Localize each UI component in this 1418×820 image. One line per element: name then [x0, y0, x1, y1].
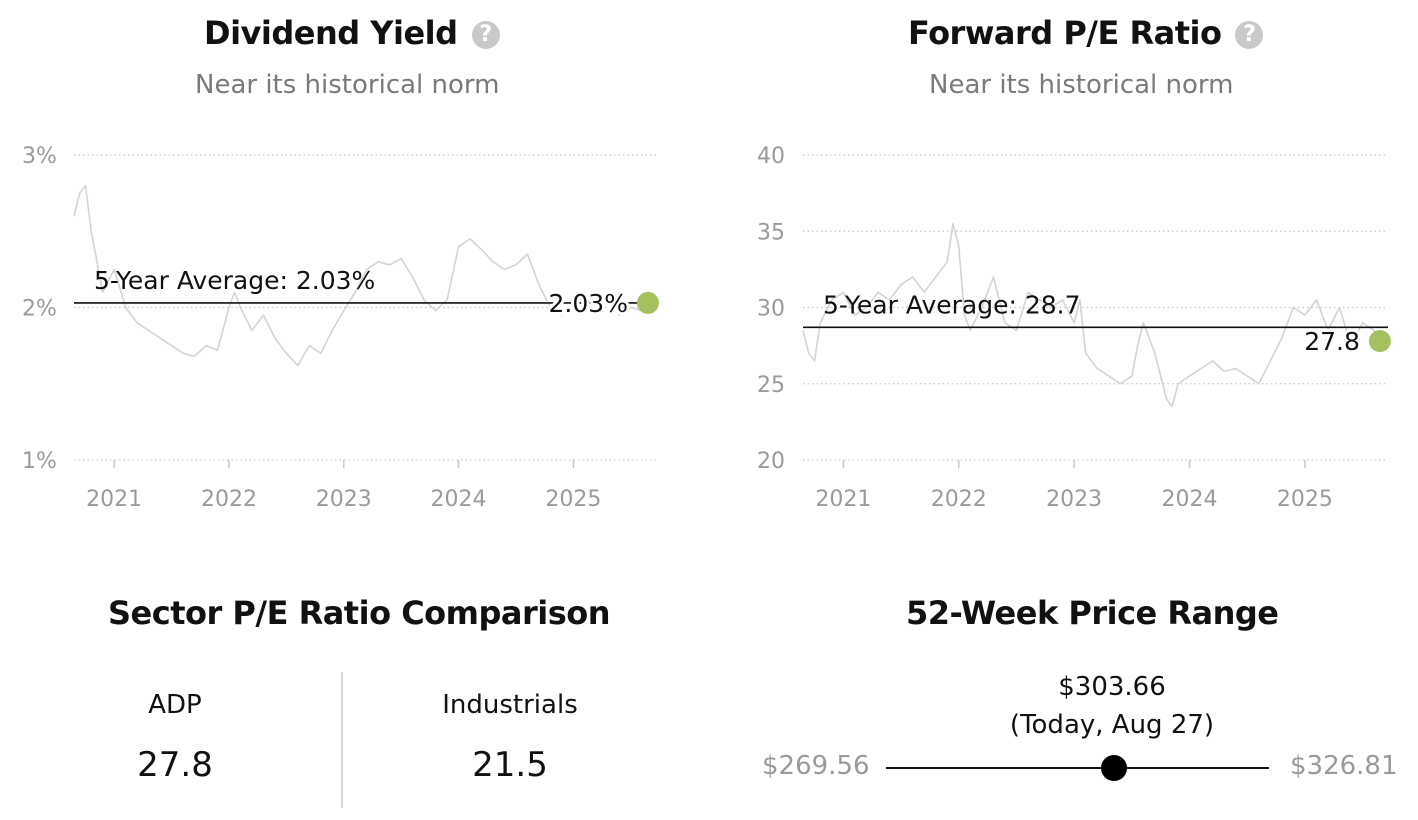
- current-price: $303.66: [1058, 672, 1166, 702]
- x-tick-label: 2021: [815, 487, 871, 512]
- dividend-yield-title-text: Dividend Yield: [204, 14, 458, 52]
- current-value-label: 2.03%: [549, 289, 628, 318]
- comparison-divider: [341, 672, 343, 808]
- forward-pe-chart: 40 35 30 25 20 2021 2022 2023 2024 2025 5-Year Ave…: [757, 144, 1391, 512]
- sector-pe-title: Sector P/E Ratio Comparison: [108, 594, 611, 632]
- x-tick-label: 2024: [1162, 487, 1218, 512]
- industrials-label: Industrials: [442, 690, 578, 720]
- help-icon[interactable]: ?: [471, 21, 500, 49]
- current-value-marker: [636, 291, 659, 314]
- y-tick-label: 20: [757, 449, 785, 474]
- y-tick-label: 3%: [22, 144, 57, 169]
- y-tick-label: 1%: [22, 449, 57, 474]
- industrials-pe-value: 21.5: [472, 745, 548, 785]
- average-label: 5-Year Average: 2.03%: [94, 266, 375, 295]
- dividend-yield-chart: 3% 2% 1% 2021 2022 2023 2024 2025 5-Year Average…: [22, 144, 659, 512]
- y-tick-label: 25: [757, 373, 785, 398]
- x-tick-label: 2024: [431, 487, 487, 512]
- series-line: [73, 184, 649, 367]
- y-tick-label: 40: [757, 144, 785, 169]
- forward-pe-subtitle: Near its historical norm: [929, 70, 1234, 100]
- y-tick-label: 2%: [22, 297, 57, 322]
- x-tick-label: 2022: [931, 487, 987, 512]
- current-price-note: (Today, Aug 27): [1009, 710, 1215, 740]
- dividend-yield-title: Dividend Yield?: [204, 14, 500, 52]
- price-range-title: 52-Week Price Range: [906, 594, 1279, 632]
- x-tick-label: 2023: [1046, 487, 1102, 512]
- y-tick-label: 30: [757, 297, 785, 322]
- range-high: $326.81: [1290, 751, 1398, 781]
- x-tick-label: 2022: [201, 487, 257, 512]
- help-icon[interactable]: ?: [1235, 21, 1264, 49]
- x-tick-label: 2021: [86, 487, 142, 512]
- forward-pe-title-text: Forward P/E Ratio: [908, 14, 1222, 52]
- forward-pe-title: Forward P/E Ratio?: [908, 14, 1264, 52]
- y-tick-label: 35: [757, 220, 785, 245]
- x-tick-label: 2023: [316, 487, 372, 512]
- range-current-marker: [1101, 755, 1128, 781]
- average-label: 5-Year Average: 28.7: [823, 290, 1081, 319]
- range-track: [886, 767, 1269, 769]
- x-tick-label: 2025: [545, 487, 601, 512]
- x-tick-label: 2025: [1277, 487, 1333, 512]
- current-value-label: 27.8: [1304, 327, 1360, 356]
- adp-label: ADP: [148, 690, 202, 720]
- current-value-marker: [1368, 330, 1391, 353]
- range-low: $269.56: [762, 751, 870, 781]
- dividend-yield-subtitle: Near its historical norm: [195, 70, 500, 100]
- adp-pe-value: 27.8: [137, 745, 213, 785]
